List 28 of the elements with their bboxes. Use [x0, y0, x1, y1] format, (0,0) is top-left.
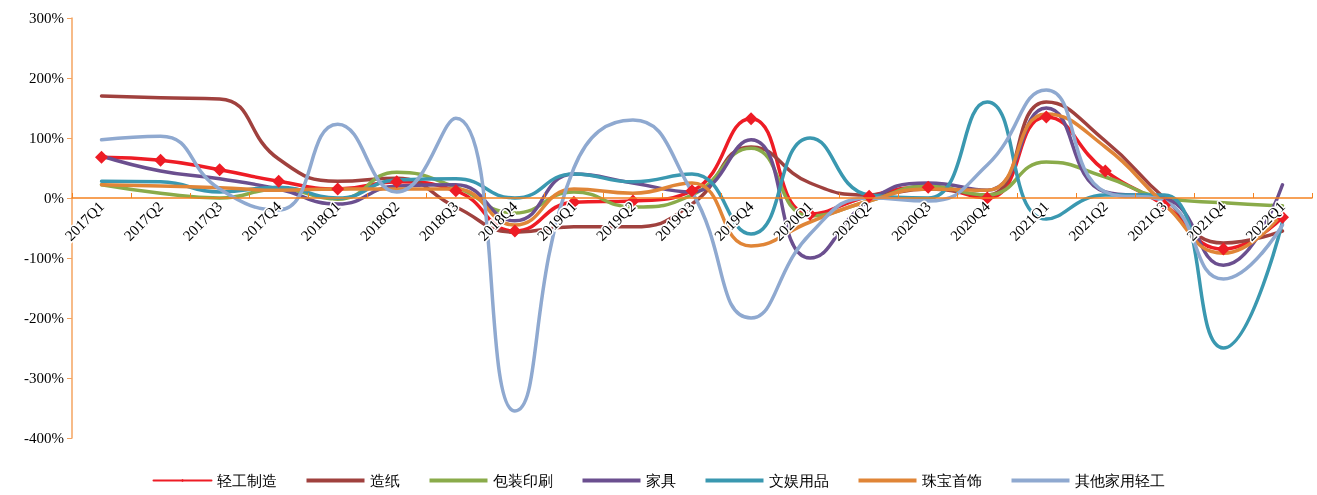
- point: [213, 163, 227, 177]
- y-tick-label: 300%: [29, 10, 64, 26]
- legend-label: 造纸: [369, 472, 400, 489]
- point: [331, 182, 345, 196]
- legend-label: 包装印刷: [492, 472, 553, 489]
- y-tick-label: -300%: [24, 370, 64, 386]
- legend-label: 珠宝首饰: [921, 472, 982, 489]
- point: [685, 184, 699, 198]
- point: [390, 175, 404, 189]
- y-tick-label: -200%: [24, 310, 64, 326]
- point: [921, 180, 935, 194]
- legend-label: 其他家用轻工: [1074, 472, 1165, 489]
- y-tick-label: -400%: [24, 430, 64, 446]
- y-tick-label: 0%: [44, 190, 64, 206]
- y-tick-label: 200%: [29, 70, 64, 86]
- point: [744, 112, 758, 126]
- point: [95, 150, 109, 164]
- legend-label: 文娱用品: [768, 472, 829, 489]
- point: [272, 174, 286, 188]
- y-tick-label: -100%: [24, 250, 64, 266]
- point: [1039, 110, 1053, 124]
- point: [449, 184, 463, 198]
- legend-label: 轻工制造: [216, 472, 277, 489]
- point: [1098, 164, 1112, 178]
- y-tick-label: 100%: [29, 130, 64, 146]
- point: [154, 153, 168, 167]
- point: [1216, 242, 1230, 256]
- legend-label: 家具: [645, 472, 676, 489]
